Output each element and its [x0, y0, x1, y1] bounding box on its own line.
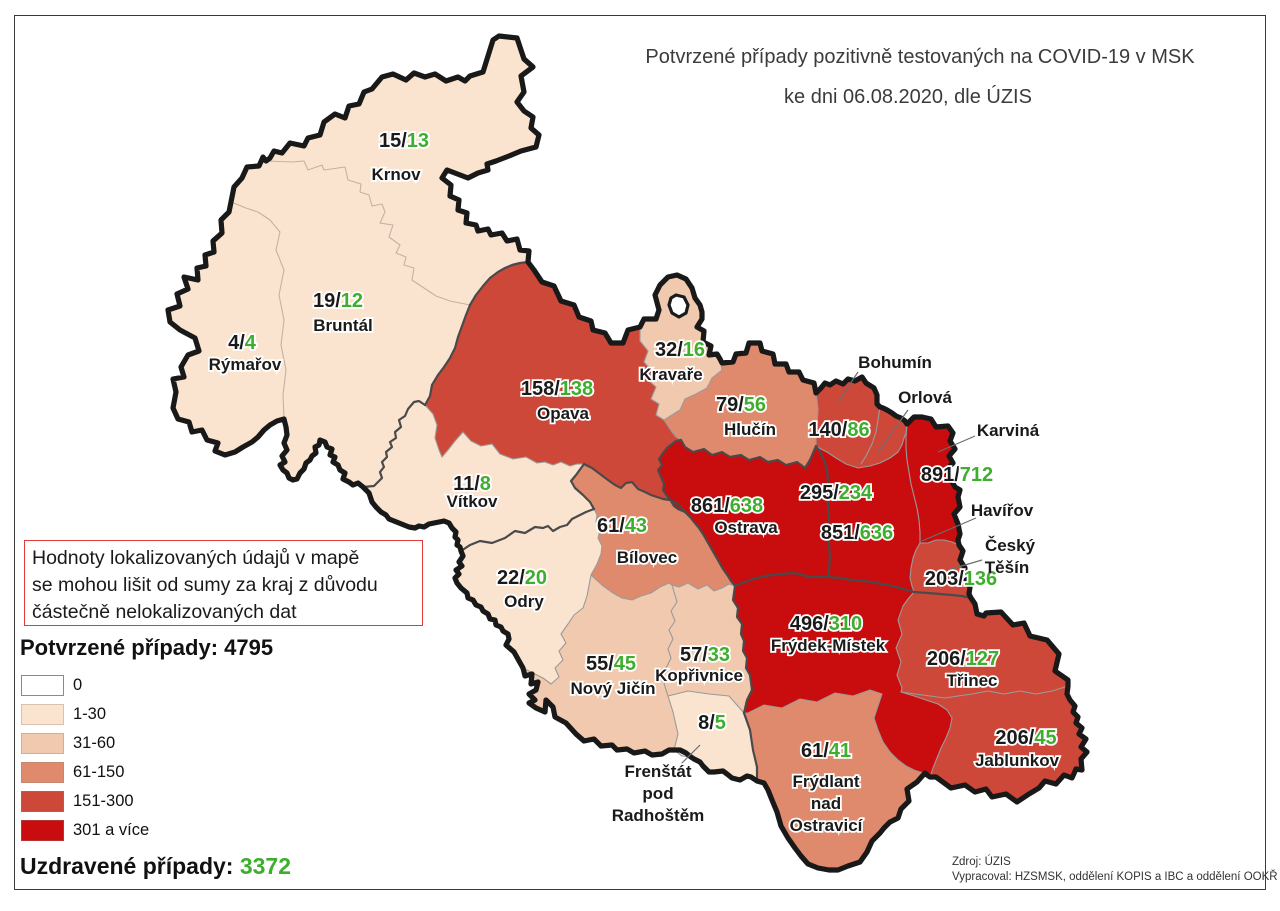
- svg-text:891/712: 891/712: [921, 464, 993, 486]
- svg-text:Nový Jičín: Nový Jičín: [570, 679, 655, 698]
- svg-text:Bohumín: Bohumín: [858, 353, 932, 372]
- svg-text:55/45: 55/45: [586, 653, 636, 675]
- svg-text:Karviná: Karviná: [977, 421, 1040, 440]
- svg-text:Opava: Opava: [537, 404, 590, 423]
- svg-text:nad: nad: [811, 794, 841, 813]
- svg-text:140/86: 140/86: [808, 419, 869, 441]
- svg-text:Ostrava: Ostrava: [714, 518, 778, 537]
- svg-text:496/310: 496/310: [790, 613, 862, 635]
- svg-text:Kopřivnice: Kopřivnice: [655, 666, 743, 685]
- svg-text:Odry: Odry: [504, 592, 544, 611]
- svg-text:203/136: 203/136: [925, 568, 997, 590]
- svg-text:11/8: 11/8: [453, 473, 491, 495]
- svg-text:57/33: 57/33: [680, 644, 730, 666]
- svg-text:Frýdek-Místek: Frýdek-Místek: [771, 636, 886, 655]
- svg-text:Třinec: Třinec: [946, 671, 997, 690]
- svg-text:Ostravicí: Ostravicí: [790, 816, 864, 835]
- svg-text:4/4: 4/4: [228, 332, 257, 354]
- svg-text:61/43: 61/43: [597, 515, 647, 537]
- svg-text:Havířov: Havířov: [971, 501, 1034, 520]
- svg-text:Radhoštěm: Radhoštěm: [612, 806, 705, 825]
- svg-text:206/127: 206/127: [927, 648, 999, 670]
- svg-text:295/234: 295/234: [800, 482, 873, 504]
- svg-text:15/13: 15/13: [379, 130, 429, 152]
- svg-text:Český: Český: [985, 536, 1036, 555]
- svg-text:pod: pod: [642, 784, 673, 803]
- svg-text:Frenštát: Frenštát: [624, 762, 691, 781]
- svg-text:Jablunkov: Jablunkov: [975, 751, 1060, 770]
- svg-text:Bílovec: Bílovec: [617, 548, 677, 567]
- svg-text:Frýdlant: Frýdlant: [792, 772, 859, 791]
- svg-text:22/20: 22/20: [497, 567, 547, 589]
- svg-text:158/138: 158/138: [521, 378, 593, 400]
- svg-text:Těšín: Těšín: [985, 558, 1029, 577]
- svg-text:79/56: 79/56: [716, 394, 766, 416]
- svg-text:61/41: 61/41: [801, 740, 851, 762]
- svg-text:851/636: 851/636: [821, 522, 893, 544]
- svg-text:Kravaře: Kravaře: [639, 365, 702, 384]
- svg-text:32/16: 32/16: [655, 339, 705, 361]
- svg-text:Krnov: Krnov: [371, 165, 421, 184]
- svg-text:Orlová: Orlová: [898, 388, 952, 407]
- svg-text:Bruntál: Bruntál: [313, 316, 373, 335]
- svg-text:861/638: 861/638: [691, 495, 763, 517]
- svg-text:206/45: 206/45: [995, 727, 1056, 749]
- svg-text:8/5: 8/5: [698, 712, 726, 734]
- svg-text:19/12: 19/12: [313, 290, 363, 312]
- svg-text:Rýmařov: Rýmařov: [209, 355, 282, 374]
- svg-text:Hlučín: Hlučín: [724, 420, 776, 439]
- svg-text:Vítkov: Vítkov: [446, 492, 498, 511]
